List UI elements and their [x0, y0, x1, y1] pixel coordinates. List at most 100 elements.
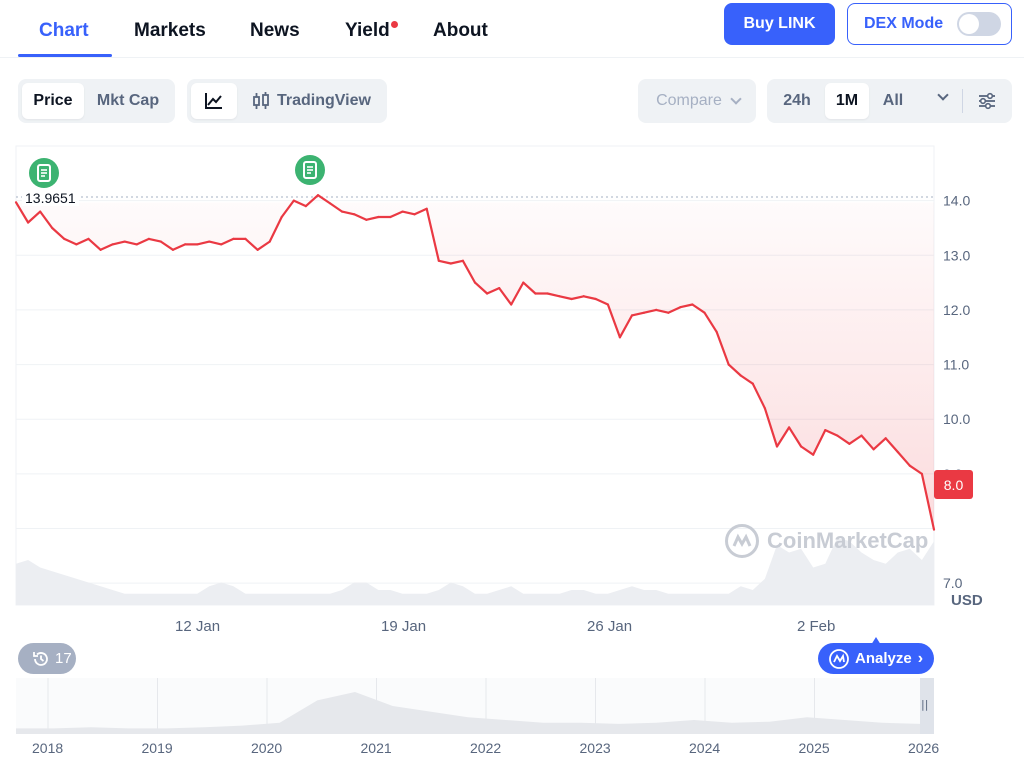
price-line-segment: [75, 237, 90, 246]
analyze-icon: [829, 648, 849, 669]
price-line-segment: [691, 303, 706, 314]
price-line-segment: [824, 429, 839, 437]
watermark: CoinMarketCap: [725, 524, 928, 558]
price-line-segment: [498, 287, 513, 306]
price-line-segment: [546, 292, 561, 298]
toggle-knob: [959, 14, 979, 34]
price-line-segment: [123, 240, 138, 246]
tab-yield[interactable]: Yield: [345, 20, 390, 41]
price-line-segment: [522, 281, 537, 295]
price-line-segment: [196, 240, 211, 246]
price-chart[interactable]: 14.013.012.011.010.09.07.0: [0, 140, 1024, 610]
price-line-segment: [316, 194, 332, 205]
tab-news[interactable]: News: [250, 20, 300, 41]
history-count: 17: [55, 650, 72, 667]
tab-about[interactable]: About: [433, 20, 488, 41]
year-label: 2019: [141, 740, 173, 756]
price-line-segment: [836, 434, 851, 445]
watermark-text: CoinMarketCap: [767, 528, 929, 553]
year-label: 2022: [470, 740, 502, 756]
price-line-segment: [413, 207, 428, 216]
price-line-segment: [425, 207, 440, 262]
year-label: 2026: [908, 740, 940, 756]
chart-type-selector: TradingView: [187, 79, 387, 123]
sliders-icon[interactable]: [977, 91, 997, 111]
year-label: 2021: [360, 740, 392, 756]
range-chevron-down-icon[interactable]: [937, 89, 949, 101]
range-1m[interactable]: 1M: [825, 83, 869, 119]
x-tick-label: 12 Jan: [175, 618, 221, 635]
price-line-segment: [775, 426, 791, 448]
price-line-segment: [51, 226, 66, 240]
price-line-segment: [389, 210, 404, 219]
price-line-segment: [14, 201, 30, 224]
tab-chart[interactable]: Chart: [39, 20, 89, 41]
price-line: [14, 194, 936, 531]
news-event-marker[interactable]: [29, 158, 59, 188]
compare-dropdown[interactable]: Compare: [638, 79, 756, 123]
price-line-segment: [727, 363, 742, 377]
price-line-segment: [365, 215, 380, 221]
price-line-segment: [473, 281, 489, 295]
price-line-segment: [920, 472, 936, 531]
price-line-segment: [896, 450, 911, 467]
price-line-segment: [594, 297, 610, 306]
news-event-marker[interactable]: [295, 155, 325, 185]
metric-selector: Price Mkt Cap: [18, 79, 175, 123]
price-line-segment: [437, 259, 452, 265]
metric-mkt-cap[interactable]: Mkt Cap: [96, 92, 160, 109]
range-navigator[interactable]: ||: [0, 674, 1024, 738]
price-line-segment: [329, 202, 344, 213]
price-line-segment: [606, 303, 622, 339]
history-badge[interactable]: 17: [18, 643, 76, 674]
price-line-segment: [99, 243, 114, 251]
buy-button[interactable]: Buy LINK: [724, 3, 835, 45]
price-line-segment: [787, 426, 803, 448]
price-line-segment: [39, 210, 54, 230]
price-line-segment: [848, 434, 863, 445]
analyze-button[interactable]: Analyze ›: [818, 643, 934, 674]
dex-mode-toggle[interactable]: [957, 12, 1001, 36]
metric-price[interactable]: Price: [22, 83, 84, 119]
price-line-segment: [147, 237, 162, 243]
time-range-selector: 24h 1M All: [767, 79, 1012, 123]
navigator-window[interactable]: [920, 678, 934, 734]
price-line-segment: [582, 295, 597, 301]
range-24h[interactable]: 24h: [783, 92, 811, 109]
price-line-segment: [486, 287, 501, 295]
current-price-tag: 8.0: [934, 470, 973, 499]
y-tick-label: 12.0: [943, 302, 970, 318]
currency-label: USD: [951, 592, 983, 609]
price-line-segment: [908, 464, 924, 475]
compare-label-wrap: Compare: [648, 83, 748, 119]
price-line-segment: [159, 240, 175, 251]
price-line-segment: [715, 330, 730, 366]
active-tab-indicator: [18, 54, 112, 57]
price-line-segment: [655, 308, 670, 314]
compare-label: Compare: [656, 92, 722, 109]
analyze-pointer: [871, 637, 881, 645]
price-line-segment: [630, 311, 646, 317]
document-icon: [303, 161, 317, 179]
navigator-handle-icon[interactable]: ||: [921, 698, 928, 711]
volume-area: [16, 537, 934, 605]
tab-markets[interactable]: Markets: [134, 20, 206, 41]
price-area-fill: [16, 202, 934, 530]
x-tick-label: 26 Jan: [587, 618, 633, 635]
price-line-segment: [304, 194, 320, 208]
yield-notification-dot: [391, 21, 398, 28]
tradingview-button[interactable]: TradingView: [245, 83, 385, 119]
price-line-segment: [292, 199, 307, 208]
dex-mode-button[interactable]: DEX Mode: [847, 3, 1012, 45]
chevron-down-icon: [730, 93, 742, 105]
price-line-segment: [558, 295, 573, 301]
y-tick-label: 11.0: [943, 357, 969, 373]
price-line-segment: [642, 308, 658, 314]
year-label: 2018: [32, 740, 64, 756]
top-nav: Chart Markets News Yield About Buy LINK …: [0, 0, 1024, 58]
range-all[interactable]: All: [882, 92, 904, 109]
price-line-segment: [27, 210, 42, 224]
candlestick-icon: [253, 92, 269, 109]
price-line-segment: [739, 374, 754, 385]
line-chart-button[interactable]: [191, 83, 237, 119]
